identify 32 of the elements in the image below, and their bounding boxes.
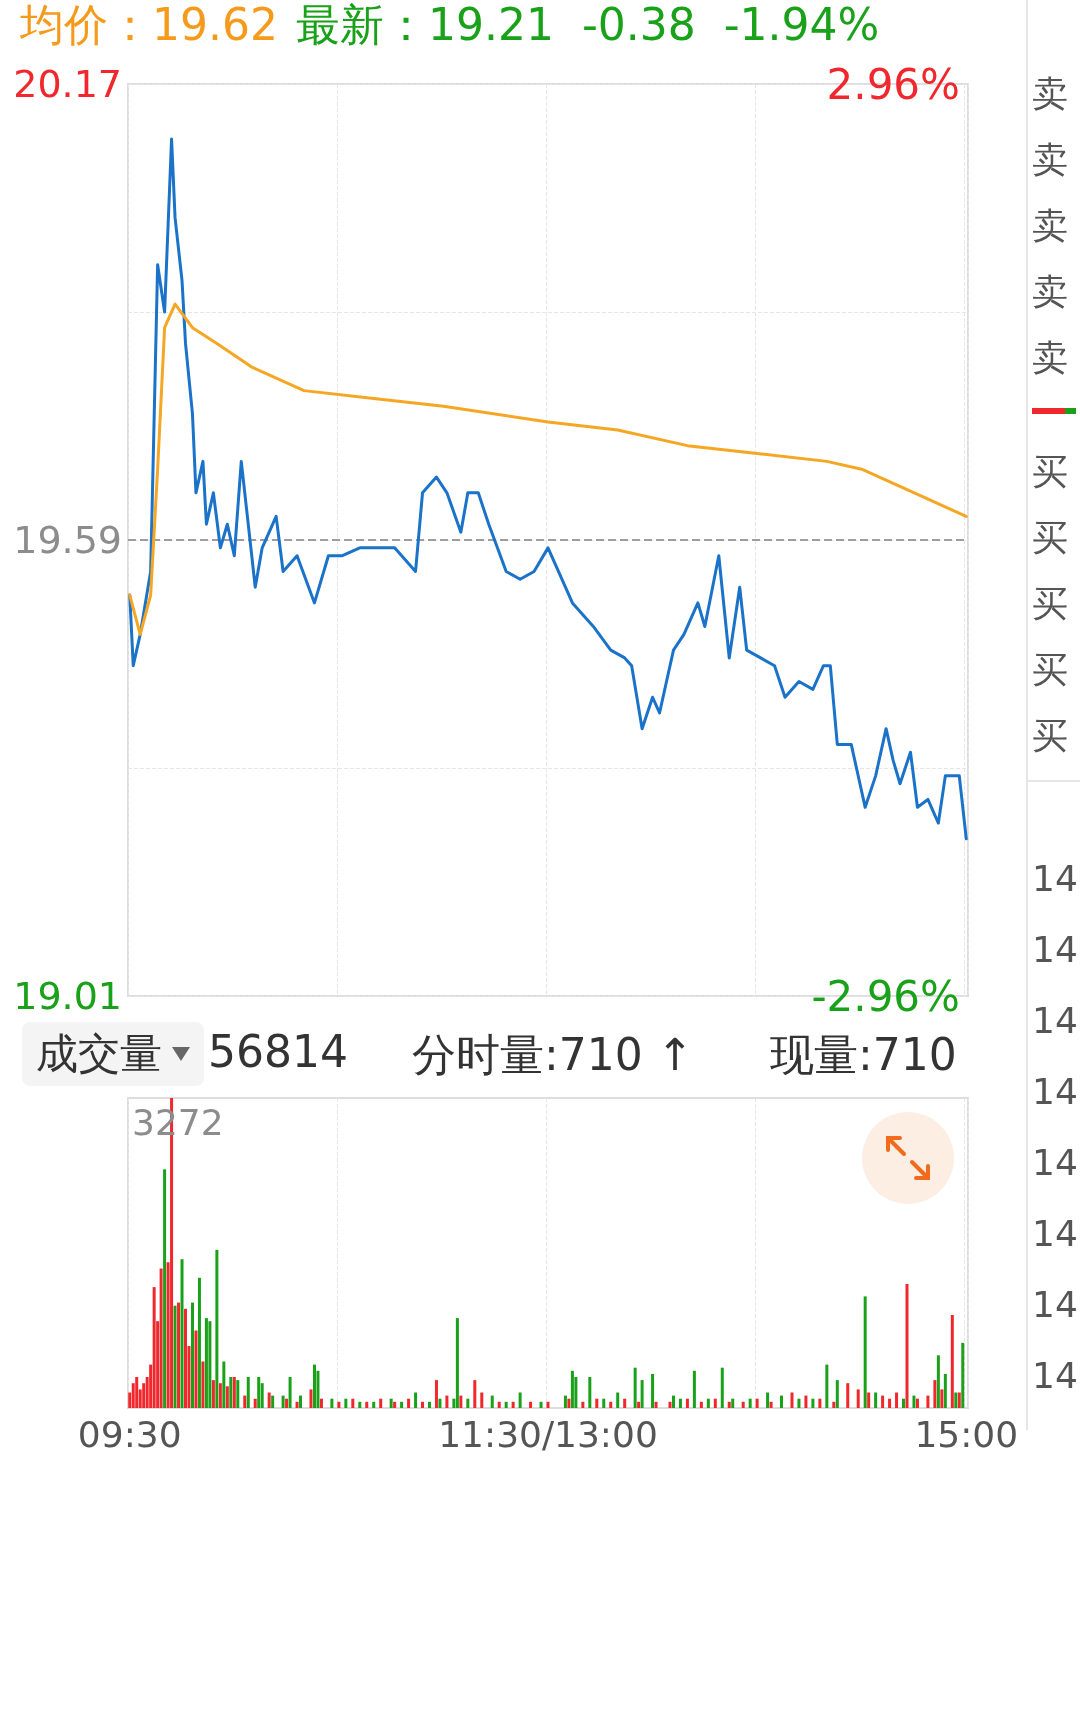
y-tick-label: 19.59 — [13, 518, 122, 562]
text: 买 — [1032, 450, 1068, 494]
text: 均价：19.62 — [20, 0, 278, 52]
text: 卖 — [1032, 138, 1068, 182]
x-tick-label: 11:30/13:00 — [438, 1413, 658, 1455]
text: 现量:710 — [770, 1028, 957, 1082]
text: 卖 — [1032, 204, 1068, 248]
text: 14 — [1032, 1284, 1078, 1325]
text: 分时量:710 ↑ — [412, 1028, 694, 1082]
y2-tick-label: -2.96% — [811, 971, 960, 1021]
text: 最新：19.21 -0.38 -1.94% — [295, 0, 880, 52]
text: 卖 — [1032, 336, 1068, 380]
text: 卖 — [1032, 72, 1068, 116]
x-tick-label: 09:30 — [77, 1413, 182, 1455]
text: 56814 — [208, 1026, 348, 1077]
text: 14 — [1032, 1000, 1078, 1041]
text: 买 — [1032, 516, 1068, 560]
text: 买 — [1032, 582, 1068, 626]
text: 14 — [1032, 1213, 1078, 1254]
text: 14 — [1032, 1071, 1078, 1112]
text: 卖 — [1032, 270, 1068, 314]
text: 买 — [1032, 648, 1068, 692]
text: 买 — [1032, 714, 1068, 758]
y-tick-label: 20.17 — [13, 62, 122, 106]
y-tick-label: 19.01 — [13, 974, 122, 1018]
y2-tick-label: 2.96% — [826, 59, 960, 109]
text: 14 — [1032, 1142, 1078, 1183]
text: 14 — [1032, 929, 1078, 970]
text: 14 — [1032, 858, 1078, 899]
text: 成交量 — [36, 1028, 162, 1080]
text: 14 — [1032, 1355, 1078, 1396]
x-tick-label: 15:00 — [914, 1413, 1019, 1455]
